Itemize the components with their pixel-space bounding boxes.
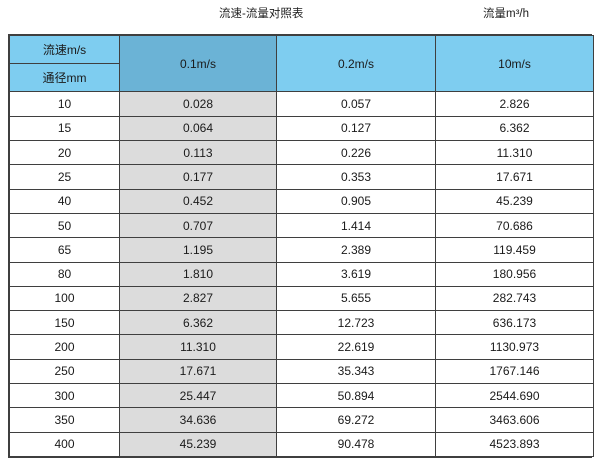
cell-flow-value: 0.057 bbox=[276, 91, 436, 117]
cell-diameter: 200 bbox=[9, 334, 120, 360]
cell-flow-value: 3463.606 bbox=[435, 407, 594, 433]
table-row: 10 0.028 0.057 2.826 bbox=[9, 91, 594, 117]
flow-unit-label: 流量m³/h bbox=[483, 8, 529, 20]
cell-flow-value: 69.272 bbox=[276, 407, 436, 433]
cell-flow-value: 0.452 bbox=[119, 188, 277, 214]
cell-flow-value: 119.459 bbox=[435, 237, 594, 263]
column-header-02ms[interactable]: 0.2m/s bbox=[276, 34, 436, 93]
header-diameter-label: 通径mm bbox=[9, 63, 120, 93]
table-row: 80 1.810 3.619 180.956 bbox=[9, 261, 594, 287]
cell-flow-value: 45.239 bbox=[119, 431, 277, 458]
table-row: 200 11.310 22.619 1130.973 bbox=[9, 334, 594, 360]
cell-flow-value: 0.113 bbox=[119, 140, 277, 166]
cell-flow-value: 6.362 bbox=[119, 310, 277, 336]
cell-diameter: 350 bbox=[9, 407, 120, 433]
cell-flow-value: 2.826 bbox=[435, 91, 594, 117]
cell-flow-value: 0.353 bbox=[276, 164, 436, 190]
caption-row: 流速-流量对照表 流量m³/h bbox=[0, 0, 600, 34]
page-title: 流速-流量对照表 bbox=[219, 8, 304, 20]
cell-flow-value: 0.177 bbox=[119, 164, 277, 190]
cell-flow-value: 17.671 bbox=[435, 164, 594, 190]
cell-flow-value: 2.389 bbox=[276, 237, 436, 263]
cell-flow-value: 2.827 bbox=[119, 285, 277, 312]
cell-flow-value: 25.447 bbox=[119, 383, 277, 409]
cell-diameter: 40 bbox=[9, 188, 120, 214]
cell-flow-value: 3.619 bbox=[276, 261, 436, 287]
cell-flow-value: 22.619 bbox=[276, 334, 436, 360]
column-header-01ms[interactable]: 0.1m/s bbox=[119, 34, 277, 93]
table-row: 20 0.113 0.226 11.310 bbox=[9, 140, 594, 166]
cell-flow-value: 5.655 bbox=[276, 285, 436, 312]
cell-diameter: 400 bbox=[9, 431, 120, 458]
cell-diameter: 65 bbox=[9, 237, 120, 263]
table-row: 65 1.195 2.389 119.459 bbox=[9, 237, 594, 263]
table-row: 100 2.827 5.655 282.743 bbox=[9, 285, 594, 312]
cell-diameter: 150 bbox=[9, 310, 120, 336]
cell-flow-value: 35.343 bbox=[276, 358, 436, 385]
cell-flow-value: 34.636 bbox=[119, 407, 277, 433]
cell-flow-value: 70.686 bbox=[435, 212, 594, 239]
flow-velocity-table-container: 流速m/s 0.1m/s 0.2m/s 10m/s 通径mm 10 0.028 0.057 2.… bbox=[8, 34, 594, 458]
cell-flow-value: 1.810 bbox=[119, 261, 277, 287]
cell-flow-value: 50.894 bbox=[276, 383, 436, 409]
table-row: 150 6.362 12.723 636.173 bbox=[9, 310, 594, 336]
cell-flow-value: 1130.973 bbox=[435, 334, 594, 360]
cell-flow-value: 11.310 bbox=[119, 334, 277, 360]
cell-flow-value: 12.723 bbox=[276, 310, 436, 336]
cell-flow-value: 0.028 bbox=[119, 91, 277, 117]
flow-velocity-table: 流速m/s 0.1m/s 0.2m/s 10m/s 通径mm 10 0.028 0.057 2.… bbox=[9, 34, 594, 458]
cell-flow-value: 6.362 bbox=[435, 115, 594, 142]
cell-flow-value: 0.905 bbox=[276, 188, 436, 214]
cell-diameter: 10 bbox=[9, 91, 120, 117]
cell-flow-value: 180.956 bbox=[435, 261, 594, 287]
table-row: 50 0.707 1.414 70.686 bbox=[9, 212, 594, 239]
cell-diameter: 100 bbox=[9, 285, 120, 312]
cell-diameter: 25 bbox=[9, 164, 120, 190]
header-row-bottom: 通径mm bbox=[9, 63, 594, 93]
cell-flow-value: 11.310 bbox=[435, 140, 594, 166]
cell-flow-value: 0.064 bbox=[119, 115, 277, 142]
table-row: 25 0.177 0.353 17.671 bbox=[9, 164, 594, 190]
table-row: 300 25.447 50.894 2544.690 bbox=[9, 383, 594, 409]
cell-flow-value: 0.226 bbox=[276, 140, 436, 166]
table-row: 15 0.064 0.127 6.362 bbox=[9, 115, 594, 142]
cell-flow-value: 4523.893 bbox=[435, 431, 594, 458]
table-row: 400 45.239 90.478 4523.893 bbox=[9, 431, 594, 458]
cell-flow-value: 0.127 bbox=[276, 115, 436, 142]
column-header-10ms[interactable]: 10m/s bbox=[435, 34, 594, 93]
table-body: 流速m/s 0.1m/s 0.2m/s 10m/s 通径mm 10 0.028 0.057 2.… bbox=[9, 34, 594, 458]
cell-diameter: 20 bbox=[9, 140, 120, 166]
header-velocity-label: 流速m/s bbox=[9, 34, 120, 65]
table-row: 40 0.452 0.905 45.239 bbox=[9, 188, 594, 214]
cell-flow-value: 1767.146 bbox=[435, 358, 594, 385]
cell-diameter: 80 bbox=[9, 261, 120, 287]
cell-flow-value: 2544.690 bbox=[435, 383, 594, 409]
cell-diameter: 15 bbox=[9, 115, 120, 142]
header-row-top: 流速m/s 0.1m/s 0.2m/s 10m/s bbox=[9, 34, 594, 93]
table-row: 350 34.636 69.272 3463.606 bbox=[9, 407, 594, 433]
cell-flow-value: 90.478 bbox=[276, 431, 436, 458]
cell-flow-value: 1.195 bbox=[119, 237, 277, 263]
cell-diameter: 300 bbox=[9, 383, 120, 409]
cell-diameter: 50 bbox=[9, 212, 120, 239]
cell-flow-value: 282.743 bbox=[435, 285, 594, 312]
cell-flow-value: 0.707 bbox=[119, 212, 277, 239]
cell-flow-value: 45.239 bbox=[435, 188, 594, 214]
table-row: 250 17.671 35.343 1767.146 bbox=[9, 358, 594, 385]
cell-flow-value: 1.414 bbox=[276, 212, 436, 239]
cell-flow-value: 636.173 bbox=[435, 310, 594, 336]
cell-flow-value: 17.671 bbox=[119, 358, 277, 385]
cell-diameter: 250 bbox=[9, 358, 120, 385]
